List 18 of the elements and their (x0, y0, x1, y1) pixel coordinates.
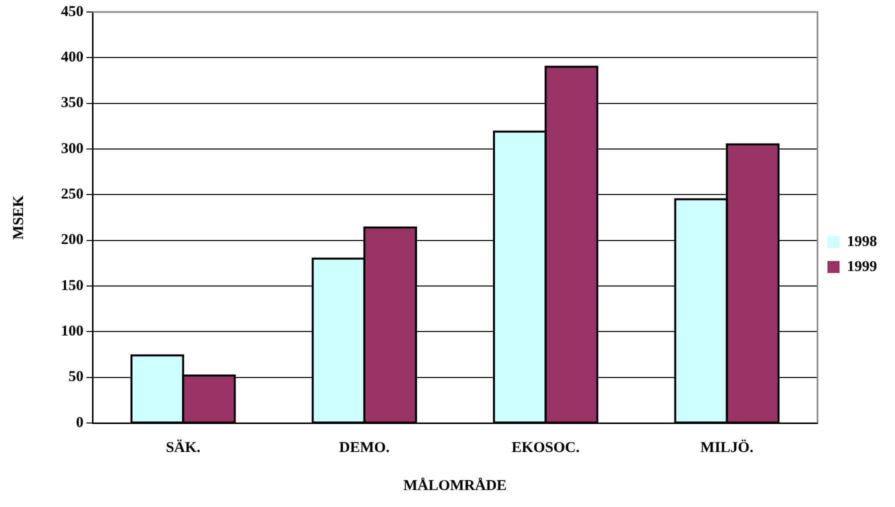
y-tick-label: 50 (68, 369, 84, 386)
y-tick-label: 100 (61, 324, 84, 340)
x-tick-label: DEMO. (339, 440, 390, 456)
legend-label: 1999 (847, 258, 877, 275)
y-tick-label: 300 (61, 140, 84, 157)
y-tick-label: 250 (61, 186, 84, 203)
y-tick-label: 400 (61, 50, 84, 66)
x-tick-label: SÄK. (166, 438, 201, 456)
y-axis-title: MSEK (10, 195, 27, 240)
x-tick-label: EKOSOC. (512, 440, 580, 456)
y-tick-label: 200 (61, 232, 84, 248)
x-axis-title: MÅLOMRÅDE (403, 476, 507, 494)
y-tick-label: 150 (61, 278, 84, 294)
y-tick-label: 0 (76, 414, 84, 431)
y-tick-label: 450 (61, 4, 84, 20)
y-tick-label: 350 (61, 95, 84, 112)
x-tick-label: MILJÖ. (700, 438, 754, 456)
legend-label: 1998 (847, 234, 877, 250)
